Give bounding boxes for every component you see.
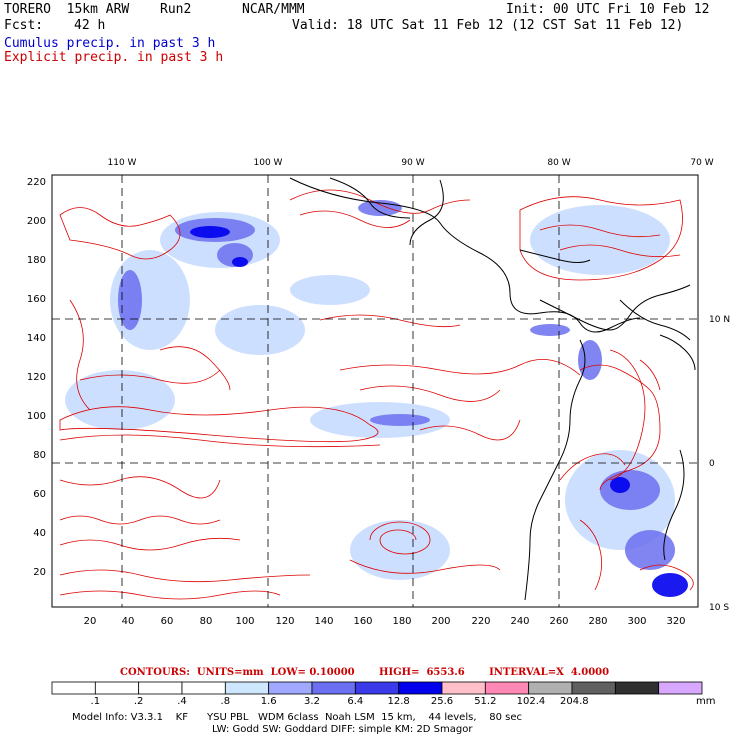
x-tick: 260: [549, 616, 568, 627]
x-tick: 160: [353, 616, 372, 627]
y-tick: 40: [33, 528, 46, 539]
x-tick: 280: [588, 616, 607, 627]
lon-label: 100 W: [254, 158, 283, 168]
lon-label: 90 W: [401, 158, 424, 168]
colorbar-label: 12.8: [387, 696, 410, 707]
org-label: NCAR/MMM: [242, 2, 305, 17]
colorbar-cell: [51, 681, 96, 695]
colorbar-cell: [354, 681, 400, 695]
colorbar-cell: [614, 681, 660, 695]
forecast-label: Fcst:: [4, 18, 44, 33]
y-tick: 160: [27, 294, 46, 305]
x-tick: 300: [627, 616, 646, 627]
model-info-line1: Model Info: V3.3.1 KF YSU PBL WDM 6class…: [72, 712, 522, 723]
colorbar-cell: [224, 681, 270, 695]
x-tick: 180: [392, 616, 411, 627]
y-tick: 60: [33, 489, 46, 500]
y-tick: 80: [33, 450, 46, 461]
x-tick: 320: [666, 616, 685, 627]
y-tick: 220: [27, 177, 46, 188]
lon-label: 80 W: [547, 158, 570, 168]
y-tick: 200: [27, 216, 46, 227]
y-tick: 140: [27, 333, 46, 344]
latitude-labels: 10 N 0 10 S: [709, 315, 730, 613]
colorbar-cell: [484, 681, 530, 695]
longitude-labels: 110 W 100 W 90 W 80 W 70 W: [108, 158, 714, 168]
run-label: Run2: [160, 2, 192, 17]
lat-label: 0: [709, 459, 715, 469]
y-tick: 20: [33, 567, 46, 578]
x-tick: 120: [275, 616, 294, 627]
coastlines: [289, 177, 696, 601]
map-frame: [51, 174, 699, 608]
colorbar-cell: [94, 681, 140, 695]
colorbar-label: 102.4: [516, 696, 546, 707]
colorbar-label: 3.2: [304, 696, 320, 707]
colorbar-label: 25.6: [430, 696, 454, 707]
lat-label: 10 N: [709, 315, 730, 325]
y-tick: 100: [27, 411, 46, 422]
x-tick: 60: [161, 616, 174, 627]
colorbar-label: 204.8: [560, 696, 589, 707]
model-title: TORERO 15km ARW: [4, 2, 130, 17]
x-tick: 140: [314, 616, 333, 627]
colorbar-label: .8: [220, 696, 231, 707]
explicit-legend: Explicit precip. in past 3 h: [4, 50, 224, 65]
colorbar-cell: [181, 681, 226, 695]
colorbar-label: 1.6: [260, 696, 277, 707]
y-tick: 120: [27, 372, 46, 383]
colorbar-cell: [138, 681, 183, 695]
precip-map: 110 W 100 W 90 W 80 W 70 W 10 N 0 10 S 2…: [27, 158, 730, 627]
x-tick: 20: [84, 616, 97, 627]
cumulus-precip-field: [65, 200, 688, 597]
colorbar-cell: [268, 681, 313, 695]
colorbar: [51, 681, 703, 695]
colorbar-label: .4: [177, 696, 187, 707]
colorbar-cell: [658, 681, 703, 695]
contours-info: CONTOURS: UNITS=mm LOW= 0.10000 HIGH= 65…: [120, 667, 610, 678]
y-tick: 180: [27, 255, 46, 266]
x-tick: 220: [471, 616, 490, 627]
lon-label: 70 W: [690, 158, 713, 168]
colorbar-cell: [398, 681, 443, 695]
colorbar-cell: [528, 681, 573, 695]
colorbar-cell: [571, 681, 616, 695]
x-axis: 20 40 60 80 100 120 140 160 180 200 220 …: [84, 616, 686, 627]
colorbar-label: 51.2: [474, 696, 497, 707]
lon-label: 110 W: [108, 158, 137, 168]
graticule: [52, 175, 698, 607]
init-time: Init: 00 UTC Fri 10 Feb 12: [506, 2, 710, 17]
lat-label: 10 S: [709, 603, 729, 613]
model-info-line2: LW: Godd SW: Goddard DIFF: simple KM: 2D…: [212, 724, 473, 735]
colorbar-cell: [441, 681, 486, 695]
x-tick: 40: [122, 616, 135, 627]
forecast-hour: 42 h: [74, 18, 106, 33]
x-tick: 100: [235, 616, 254, 627]
valid-time: Valid: 18 UTC Sat 11 Feb 12 (12 CST Sat …: [292, 18, 684, 33]
explicit-precip-contours: [59, 189, 694, 600]
x-tick: 240: [510, 616, 529, 627]
colorbar-label: .2: [133, 696, 144, 707]
x-tick: 80: [200, 616, 213, 627]
x-tick: 200: [431, 616, 450, 627]
colorbar-cell: [311, 681, 356, 695]
colorbar-label: .1: [90, 696, 101, 707]
y-axis: 220 200 180 160 140 120 100 80 60 40 20: [27, 177, 46, 578]
colorbar-unit: mm: [696, 696, 716, 707]
colorbar-label: 6.4: [347, 696, 364, 707]
cumulus-legend: Cumulus precip. in past 3 h: [4, 36, 216, 51]
